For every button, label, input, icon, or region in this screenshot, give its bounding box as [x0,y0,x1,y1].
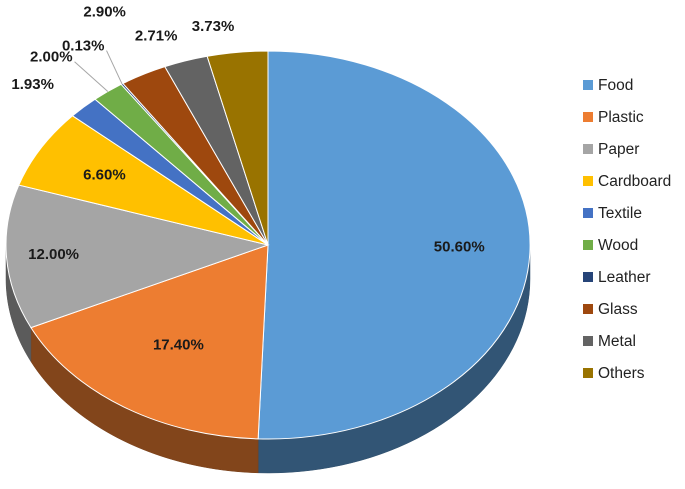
pie-slice-paper [5,184,270,329]
legend-label-paper: Paper [598,141,639,158]
legend-swatch-others [583,368,593,378]
data-label-cardboard: 6.60% [83,166,126,183]
data-label-metal: 2.71% [135,27,178,44]
legend-swatch-metal [583,336,593,346]
pie-slice-food [257,50,531,440]
leader-line-wood [74,61,109,92]
legend-label-cardboard: Cardboard [598,173,671,190]
data-label-plastic: 17.40% [153,336,204,353]
data-labels: 50.60% 17.40% 12.00% 6.60% 1.93% 2.00%0.13% 2.… [11,3,484,353]
pie-slice-cardboard [18,115,269,246]
legend-swatch-wood [583,240,593,250]
legend-label-textile: Textile [598,205,642,222]
legend-label-metal: Metal [598,333,636,350]
label-leader-lines [74,50,123,92]
data-label-wood: 2.00% [30,49,73,66]
leader-line-leather [106,50,123,85]
legend-swatch-leather [583,272,593,282]
legend-swatch-textile [583,208,593,218]
legend-label-glass: Glass [598,301,638,318]
data-label-paper: 12.00% [28,246,79,263]
data-label-textile: 1.93% [11,76,54,93]
legend-label-food: Food [598,77,633,94]
data-label-glass: 2.90% [83,3,126,20]
pie-slice-plastic [30,244,269,440]
legend: Food Plastic Paper Cardboard Textile Wood Leat… [583,77,671,382]
pie-slice-others [206,50,269,246]
data-label-others: 3.73% [192,18,235,35]
legend-swatch-cardboard [583,176,593,186]
pie-top-face [5,50,531,440]
legend-label-leather: Leather [598,269,651,286]
data-label-leather: 0.13% [62,38,105,55]
legend-swatch-glass [583,304,593,314]
legend-swatch-plastic [583,112,593,122]
legend-swatch-food [583,80,593,90]
legend-label-wood: Wood [598,237,638,254]
legend-label-others: Others [598,365,645,382]
legend-label-plastic: Plastic [598,109,644,126]
legend-swatch-paper [583,144,593,154]
data-label-food: 50.60% [434,239,485,256]
